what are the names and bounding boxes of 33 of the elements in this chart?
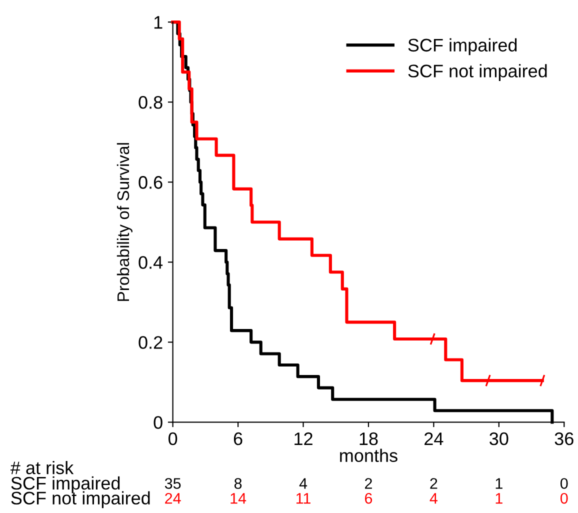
x-tick-label: 24 (424, 432, 444, 446)
x-tick-label: 6 (234, 432, 242, 446)
text: 35 (164, 478, 181, 489)
text: 11 (296, 493, 310, 504)
legend-label: SCF impaired (408, 38, 517, 56)
y-tick-label: 1 (154, 16, 162, 29)
text: 8 (234, 478, 242, 489)
y-tick-label: 0 (154, 416, 162, 429)
y-tick-label: 0.6 (138, 176, 162, 189)
text: 2 (364, 478, 372, 489)
y-tick-label: 0.2 (138, 336, 162, 349)
legend-label: SCF not impaired (408, 64, 547, 81)
x-tick-label: 36 (554, 432, 574, 446)
x-tick-label: 0 (168, 432, 178, 446)
text: 1 (496, 493, 502, 504)
x-axis-title: months (340, 448, 398, 462)
y-tick-label: 0.8 (138, 96, 162, 109)
text: 1 (496, 478, 502, 489)
text: 4 (299, 478, 308, 489)
text: # at risk (10, 460, 74, 474)
y-tick-label: 0.4 (138, 256, 163, 269)
text: 2 (430, 478, 438, 489)
text: 0 (560, 492, 568, 504)
text: SCF not impaired (11, 491, 150, 508)
text: 4 (430, 493, 438, 504)
text: 24 (165, 492, 181, 504)
x-tick-label: 30 (490, 432, 508, 446)
x-tick-label: 18 (360, 432, 378, 446)
text: 14 (230, 493, 246, 504)
x-tick-label: 12 (294, 432, 312, 446)
text: 6 (365, 492, 372, 504)
y-axis-title: Probability of Survival (116, 143, 132, 301)
text: 0 (560, 478, 568, 489)
